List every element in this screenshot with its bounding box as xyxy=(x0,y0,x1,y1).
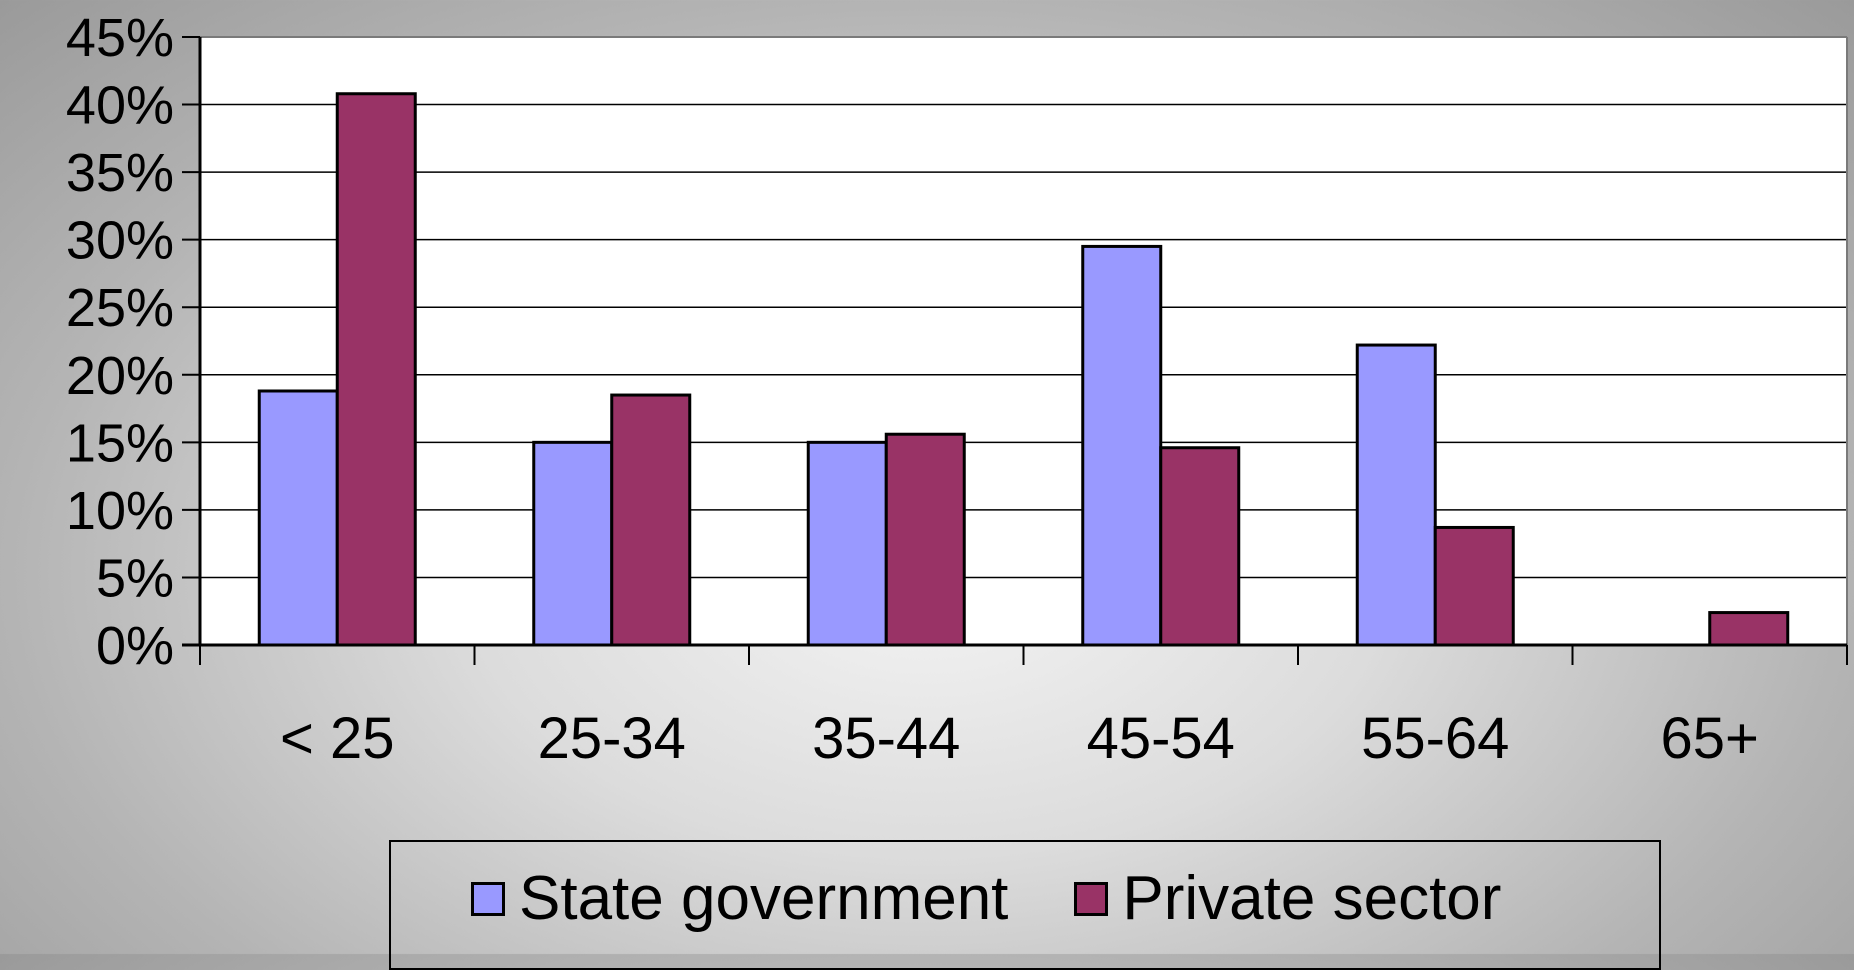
y-tick-label: 10% xyxy=(66,481,174,541)
x-tick-label: 55-64 xyxy=(1361,706,1509,771)
bar-private-sector xyxy=(1159,446,1241,647)
x-tick-label: 45-54 xyxy=(1087,706,1235,771)
bar-private-sector xyxy=(335,92,417,647)
y-tick-label: 30% xyxy=(66,211,174,271)
legend-item-state-government: State government xyxy=(471,868,1008,930)
legend-swatch-state-government xyxy=(471,882,505,916)
x-tick-label: 25-34 xyxy=(538,706,686,771)
y-tick-label: 20% xyxy=(66,346,174,406)
plot-area xyxy=(200,37,1847,645)
bar-state-government xyxy=(532,440,614,647)
axes xyxy=(182,36,1848,665)
y-tick-label: 25% xyxy=(66,278,174,338)
bar-state-government xyxy=(257,389,339,647)
bar-state-government xyxy=(1355,343,1437,647)
y-tick-label: 5% xyxy=(96,548,174,608)
y-tick-label: 45% xyxy=(66,8,174,68)
x-tick-labels: < 25 25-34 35-44 45-54 55-64 65+ xyxy=(280,706,1759,771)
bar-private-sector xyxy=(1433,525,1515,647)
x-tick-label: 65+ xyxy=(1661,706,1759,771)
y-tick-label: 35% xyxy=(66,143,174,203)
x-tick-label: 35-44 xyxy=(812,706,960,771)
bar-state-government xyxy=(806,440,888,647)
bar-state-government xyxy=(1081,244,1163,647)
legend-label-state-government: State government xyxy=(519,864,1009,933)
x-tick-label: < 25 xyxy=(280,706,395,771)
y-tick-label: 40% xyxy=(66,76,174,136)
legend-swatch-private-sector xyxy=(1074,882,1109,916)
bars xyxy=(257,92,1790,647)
y-tick-label: 15% xyxy=(66,413,174,473)
y-tick-labels: 0% 5% 10% 15% 20% 25% 30% 35% 40% 45% xyxy=(66,8,174,676)
bar-private-sector xyxy=(884,432,966,647)
y-tick-label: 0% xyxy=(96,616,174,676)
legend-item-private-sector: Private sector xyxy=(1074,868,1501,930)
legend: State government Private sector xyxy=(389,840,1661,970)
bar-private-sector xyxy=(1708,611,1790,647)
legend-label-private-sector: Private sector xyxy=(1122,864,1502,933)
bar-private-sector xyxy=(610,393,692,647)
